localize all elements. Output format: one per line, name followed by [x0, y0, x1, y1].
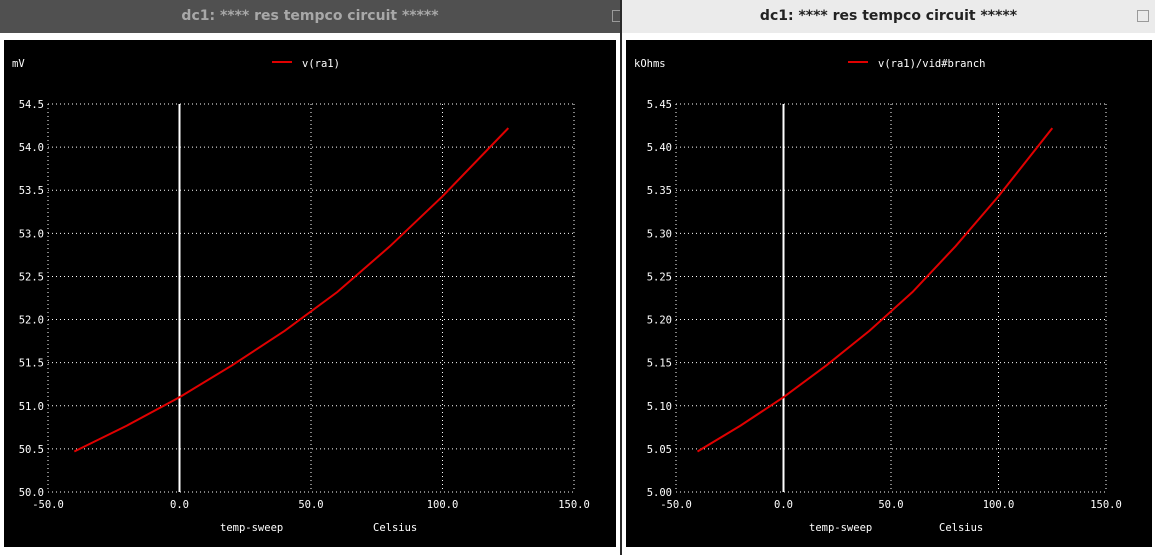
window-title: dc1: **** res tempco circuit ***** — [759, 8, 1018, 24]
y-tick-label: 51.0 — [19, 401, 44, 413]
y-tick-label: 52.5 — [19, 271, 44, 283]
y-tick-label: 50.5 — [19, 444, 44, 456]
y-tick-label: 5.15 — [647, 358, 672, 370]
plot-area: -50.0 0.0 50.0 100.0 150.0 5.00 5.05 5.10 5.15 5.… — [626, 40, 1152, 547]
window-titlebar[interactable]: dc1: **** res tempco circuit ***** — [622, 0, 1155, 33]
x-axis-label: temp-sweep — [809, 522, 872, 534]
y-tick-label: 54.0 — [19, 142, 44, 154]
y-tick-label: 53.5 — [19, 185, 44, 197]
x-tick-label: 50.0 — [298, 499, 323, 511]
y-tick-label: 5.00 — [647, 487, 672, 499]
chart-svg: -50.0 0.0 50.0 100.0 150.0 50.0 50.5 51.0 51.5 52… — [12, 58, 590, 534]
x-tick-label: 0.0 — [170, 499, 189, 511]
legend-label: v(ra1) — [302, 58, 340, 70]
plot-window-left: dc1: **** res tempco circuit ***** -50.0… — [0, 0, 624, 547]
x-tick-label: 100.0 — [427, 499, 459, 511]
x-unit-label: Celsius — [373, 522, 417, 534]
x-tick-label: 0.0 — [774, 499, 793, 511]
y-tick-label: 5.20 — [647, 315, 672, 327]
y-tick-label: 5.25 — [647, 271, 672, 283]
y-tick-label: 5.10 — [647, 401, 672, 413]
y-tick-label: 51.5 — [19, 358, 44, 370]
x-tick-label: -50.0 — [660, 499, 692, 511]
x-tick-label: -50.0 — [32, 499, 64, 511]
y-tick-label: 5.40 — [647, 142, 672, 154]
plot-window-right: dc1: **** res tempco circuit ***** -50.0… — [622, 0, 1155, 555]
chart-svg: -50.0 0.0 50.0 100.0 150.0 5.00 5.05 5.10 5.15 5.… — [634, 58, 1122, 534]
series-line — [696, 127, 1054, 453]
x-tick-label: 150.0 — [558, 499, 590, 511]
x-tick-label: 100.0 — [983, 499, 1015, 511]
x-axis-label: temp-sweep — [220, 522, 283, 534]
y-tick-label: 5.45 — [647, 99, 672, 111]
x-tick-label: 150.0 — [1090, 499, 1122, 511]
window-separator — [620, 0, 622, 555]
y-unit-label: kOhms — [634, 58, 666, 70]
y-tick-label: 5.35 — [647, 185, 672, 197]
maximize-icon[interactable] — [1137, 10, 1149, 22]
series-line — [73, 127, 510, 453]
x-unit-label: Celsius — [939, 522, 983, 534]
x-tick-label: 50.0 — [878, 499, 903, 511]
legend-label: v(ra1)/vid#branch — [878, 58, 985, 70]
y-tick-label: 50.0 — [19, 487, 44, 499]
window-title: dc1: **** res tempco circuit ***** — [181, 8, 439, 24]
y-tick-label: 53.0 — [19, 228, 44, 240]
plot-area: -50.0 0.0 50.0 100.0 150.0 50.0 50.5 51.0 51.5 52… — [4, 40, 616, 547]
y-tick-label: 54.5 — [19, 99, 44, 111]
y-unit-label: mV — [12, 58, 25, 70]
y-tick-label: 5.05 — [647, 444, 672, 456]
y-tick-label: 52.0 — [19, 315, 44, 327]
y-tick-label: 5.30 — [647, 228, 672, 240]
window-titlebar[interactable]: dc1: **** res tempco circuit ***** — [0, 0, 620, 33]
